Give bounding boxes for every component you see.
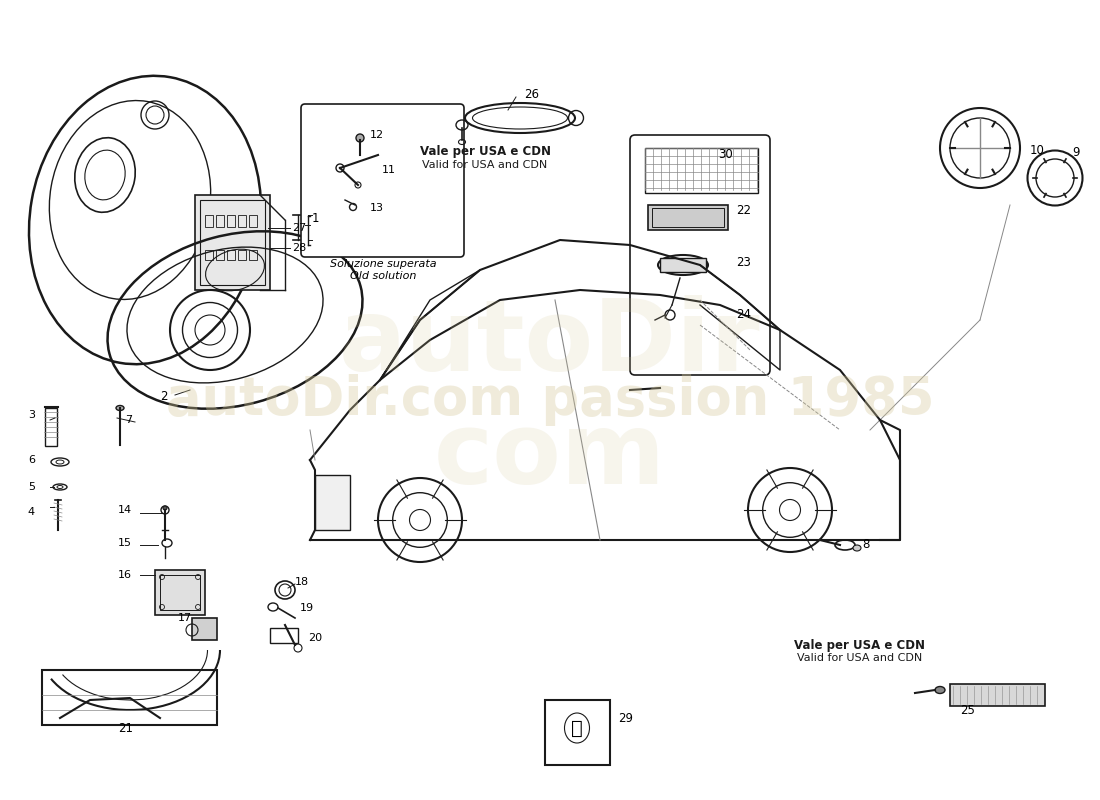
Text: 6: 6 — [28, 455, 35, 465]
Text: 1: 1 — [312, 211, 319, 225]
Text: Vale per USA e CDN: Vale per USA e CDN — [419, 146, 550, 158]
Bar — [160, 575, 200, 610]
Text: 29: 29 — [618, 711, 632, 725]
Bar — [216, 215, 224, 227]
Bar — [660, 258, 706, 272]
Text: 15: 15 — [118, 538, 132, 548]
Bar — [205, 215, 213, 227]
Bar — [227, 215, 235, 227]
Text: 8: 8 — [862, 538, 869, 551]
Text: 28: 28 — [292, 243, 306, 253]
Text: 16: 16 — [118, 570, 132, 580]
Ellipse shape — [935, 686, 945, 694]
Bar — [200, 200, 265, 285]
Text: 4: 4 — [28, 507, 35, 517]
Text: autoDir
com: autoDir com — [339, 295, 761, 505]
Text: 19: 19 — [300, 603, 315, 613]
Text: 21: 21 — [118, 722, 133, 734]
Text: 30: 30 — [718, 149, 733, 162]
Bar — [195, 195, 270, 290]
Text: 🐴: 🐴 — [571, 718, 583, 738]
Text: 27: 27 — [292, 223, 306, 233]
Bar — [45, 408, 57, 446]
Bar — [249, 215, 257, 227]
Text: 18: 18 — [295, 577, 309, 587]
Text: 26: 26 — [524, 89, 539, 102]
Text: 11: 11 — [382, 165, 396, 175]
Text: 7: 7 — [125, 415, 132, 425]
FancyBboxPatch shape — [301, 104, 464, 257]
Bar — [249, 250, 257, 260]
Text: autoDir.com passion 1985: autoDir.com passion 1985 — [166, 374, 934, 426]
Text: 9: 9 — [1072, 146, 1079, 158]
Ellipse shape — [163, 506, 167, 510]
Text: 23: 23 — [736, 255, 751, 269]
Bar — [238, 250, 246, 260]
Bar — [155, 570, 205, 615]
Bar — [216, 250, 224, 260]
Text: 24: 24 — [736, 309, 751, 322]
Text: 13: 13 — [370, 203, 384, 213]
Bar — [645, 148, 758, 193]
Bar — [238, 215, 246, 227]
FancyBboxPatch shape — [630, 135, 770, 375]
Text: 25: 25 — [960, 703, 975, 717]
Text: 22: 22 — [736, 203, 751, 217]
Text: 3: 3 — [28, 410, 35, 420]
Text: Valid for USA and CDN: Valid for USA and CDN — [422, 160, 548, 170]
Bar — [648, 205, 728, 230]
Bar — [544, 700, 610, 765]
Bar — [652, 208, 724, 227]
Ellipse shape — [356, 134, 364, 142]
Text: Soluzione superata
Old solution: Soluzione superata Old solution — [330, 259, 437, 281]
Bar — [42, 670, 217, 725]
Bar — [315, 475, 350, 530]
Bar — [950, 684, 1045, 706]
Bar — [192, 618, 217, 640]
Text: 5: 5 — [28, 482, 35, 492]
Ellipse shape — [852, 545, 861, 551]
Text: 10: 10 — [1030, 143, 1045, 157]
Text: Valid for USA and CDN: Valid for USA and CDN — [798, 653, 923, 663]
Text: 12: 12 — [370, 130, 384, 140]
Bar — [205, 250, 213, 260]
Ellipse shape — [116, 406, 124, 410]
Text: 17: 17 — [178, 613, 192, 623]
Text: 20: 20 — [308, 633, 322, 643]
Bar — [270, 628, 298, 643]
Text: Vale per USA e CDN: Vale per USA e CDN — [794, 638, 925, 651]
Bar — [227, 250, 235, 260]
Text: 2: 2 — [160, 390, 167, 402]
Text: 14: 14 — [118, 505, 132, 515]
